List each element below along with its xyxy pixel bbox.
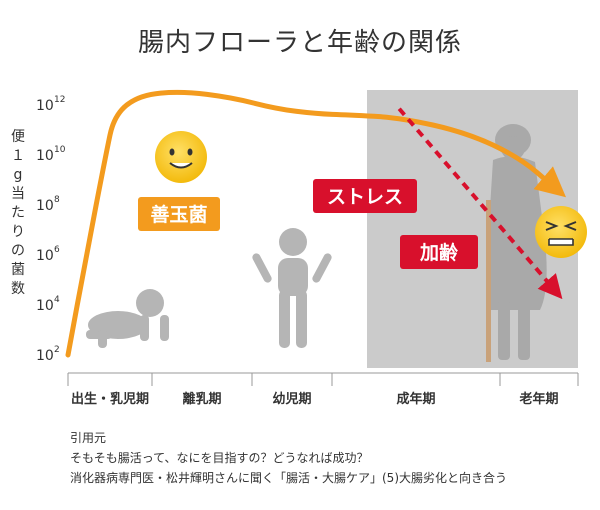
- series-line-good-bacteria: [65, 89, 567, 358]
- svg-text:10: 10: [36, 248, 54, 264]
- series-line-decline: [397, 107, 563, 300]
- svg-text:8: 8: [54, 195, 60, 205]
- annotation-aging: 加齢: [400, 235, 478, 269]
- grimace-face-icon: [535, 206, 587, 258]
- smile-face-icon: [155, 131, 207, 183]
- toddler-icon: [252, 228, 332, 348]
- svg-text:10: 10: [36, 148, 54, 164]
- annotation-stress-text: ストレス: [327, 186, 403, 208]
- x-category-label: 成年期: [396, 391, 435, 407]
- y-axis-label: 便１g当たりの菌数: [11, 129, 25, 297]
- source-heading: 引用元: [70, 431, 107, 445]
- svg-text:2: 2: [54, 345, 60, 355]
- x-category-label: 幼児期: [272, 391, 311, 407]
- source-line-2: 消化器病専門医・松井輝明さんに聞く「腸活・大腸ケア」(5)大腸劣化と向き合う: [70, 471, 508, 485]
- svg-text:6: 6: [54, 245, 60, 255]
- svg-text:10: 10: [36, 198, 54, 214]
- svg-text:10: 10: [36, 98, 54, 114]
- x-category-label: 出生・乳児期: [71, 391, 149, 407]
- chart-title: 腸内フローラと年齢の関係: [137, 28, 462, 58]
- y-tick-label: 10 8: [36, 195, 60, 214]
- annotation-aging-text: 加齢: [419, 241, 459, 264]
- y-tick-label: 10 4: [36, 295, 60, 314]
- y-tick-label: 10 10: [36, 145, 66, 164]
- y-tick-label: 10 12: [36, 95, 65, 114]
- svg-text:12: 12: [54, 95, 65, 105]
- x-category-label: 離乳期: [182, 391, 221, 407]
- x-category-label: 老年期: [518, 391, 558, 407]
- annotation-good-bacteria: 善玉菌: [138, 197, 220, 231]
- elderly-woman-cane-icon: [486, 124, 547, 362]
- annotation-good-bacteria-text: 善玉菌: [150, 203, 207, 226]
- svg-text:10: 10: [36, 348, 54, 364]
- source-citation: 引用元 そもそも腸活って、なにを目指すの？どうなれば成功？ 消化器病専門医・松井…: [70, 428, 507, 488]
- annotation-stress: ストレス: [313, 179, 417, 213]
- y-tick-label: 10 6: [36, 245, 60, 264]
- source-line-1: そもそも腸活って、なにを目指すの？どうなれば成功？: [70, 451, 369, 465]
- svg-text:4: 4: [54, 295, 60, 305]
- svg-text:10: 10: [54, 145, 66, 155]
- y-tick-label: 10 2: [36, 345, 60, 364]
- baby-crawling-icon: [86, 289, 169, 348]
- svg-text:10: 10: [36, 298, 54, 314]
